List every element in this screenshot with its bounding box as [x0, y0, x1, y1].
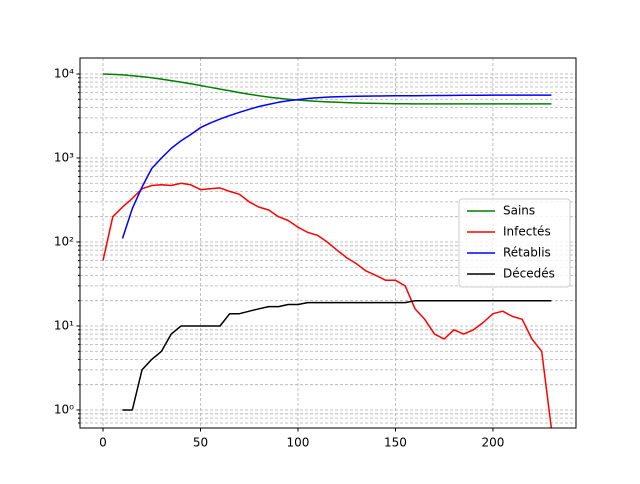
- x-tick-label: 50: [193, 436, 208, 450]
- series-line: [102, 73, 552, 105]
- x-tick-label: 150: [384, 436, 407, 450]
- y-tick-label: 10⁰: [54, 402, 74, 416]
- y-tick-label: 10¹: [54, 318, 74, 332]
- series-line: [122, 299, 552, 411]
- x-tick-label: 0: [99, 436, 107, 450]
- y-tick-label: 10⁴: [54, 66, 74, 80]
- x-tick-label: 100: [287, 436, 310, 450]
- x-tick-label: 200: [481, 436, 504, 450]
- legend-label: Infectés: [503, 225, 551, 239]
- ticks: 0 50 100 150 200 10⁰ 10¹ 10² 10³ 10⁴: [54, 66, 504, 449]
- y-tick-label: 10³: [54, 150, 74, 164]
- legend: Sains Infectés Rétablis Décedés: [458, 198, 571, 288]
- legend-box: [458, 198, 571, 288]
- series-line: [102, 182, 553, 428]
- series-line: [121, 94, 552, 239]
- legend-label: Rétablis: [503, 246, 551, 260]
- axes-frame: [79, 57, 577, 429]
- grid: [80, 58, 576, 428]
- legend-label: Décedés: [503, 267, 555, 281]
- plot-area: [102, 73, 553, 428]
- legend-label: Sains: [503, 204, 535, 218]
- y-tick-label: 10²: [54, 234, 74, 248]
